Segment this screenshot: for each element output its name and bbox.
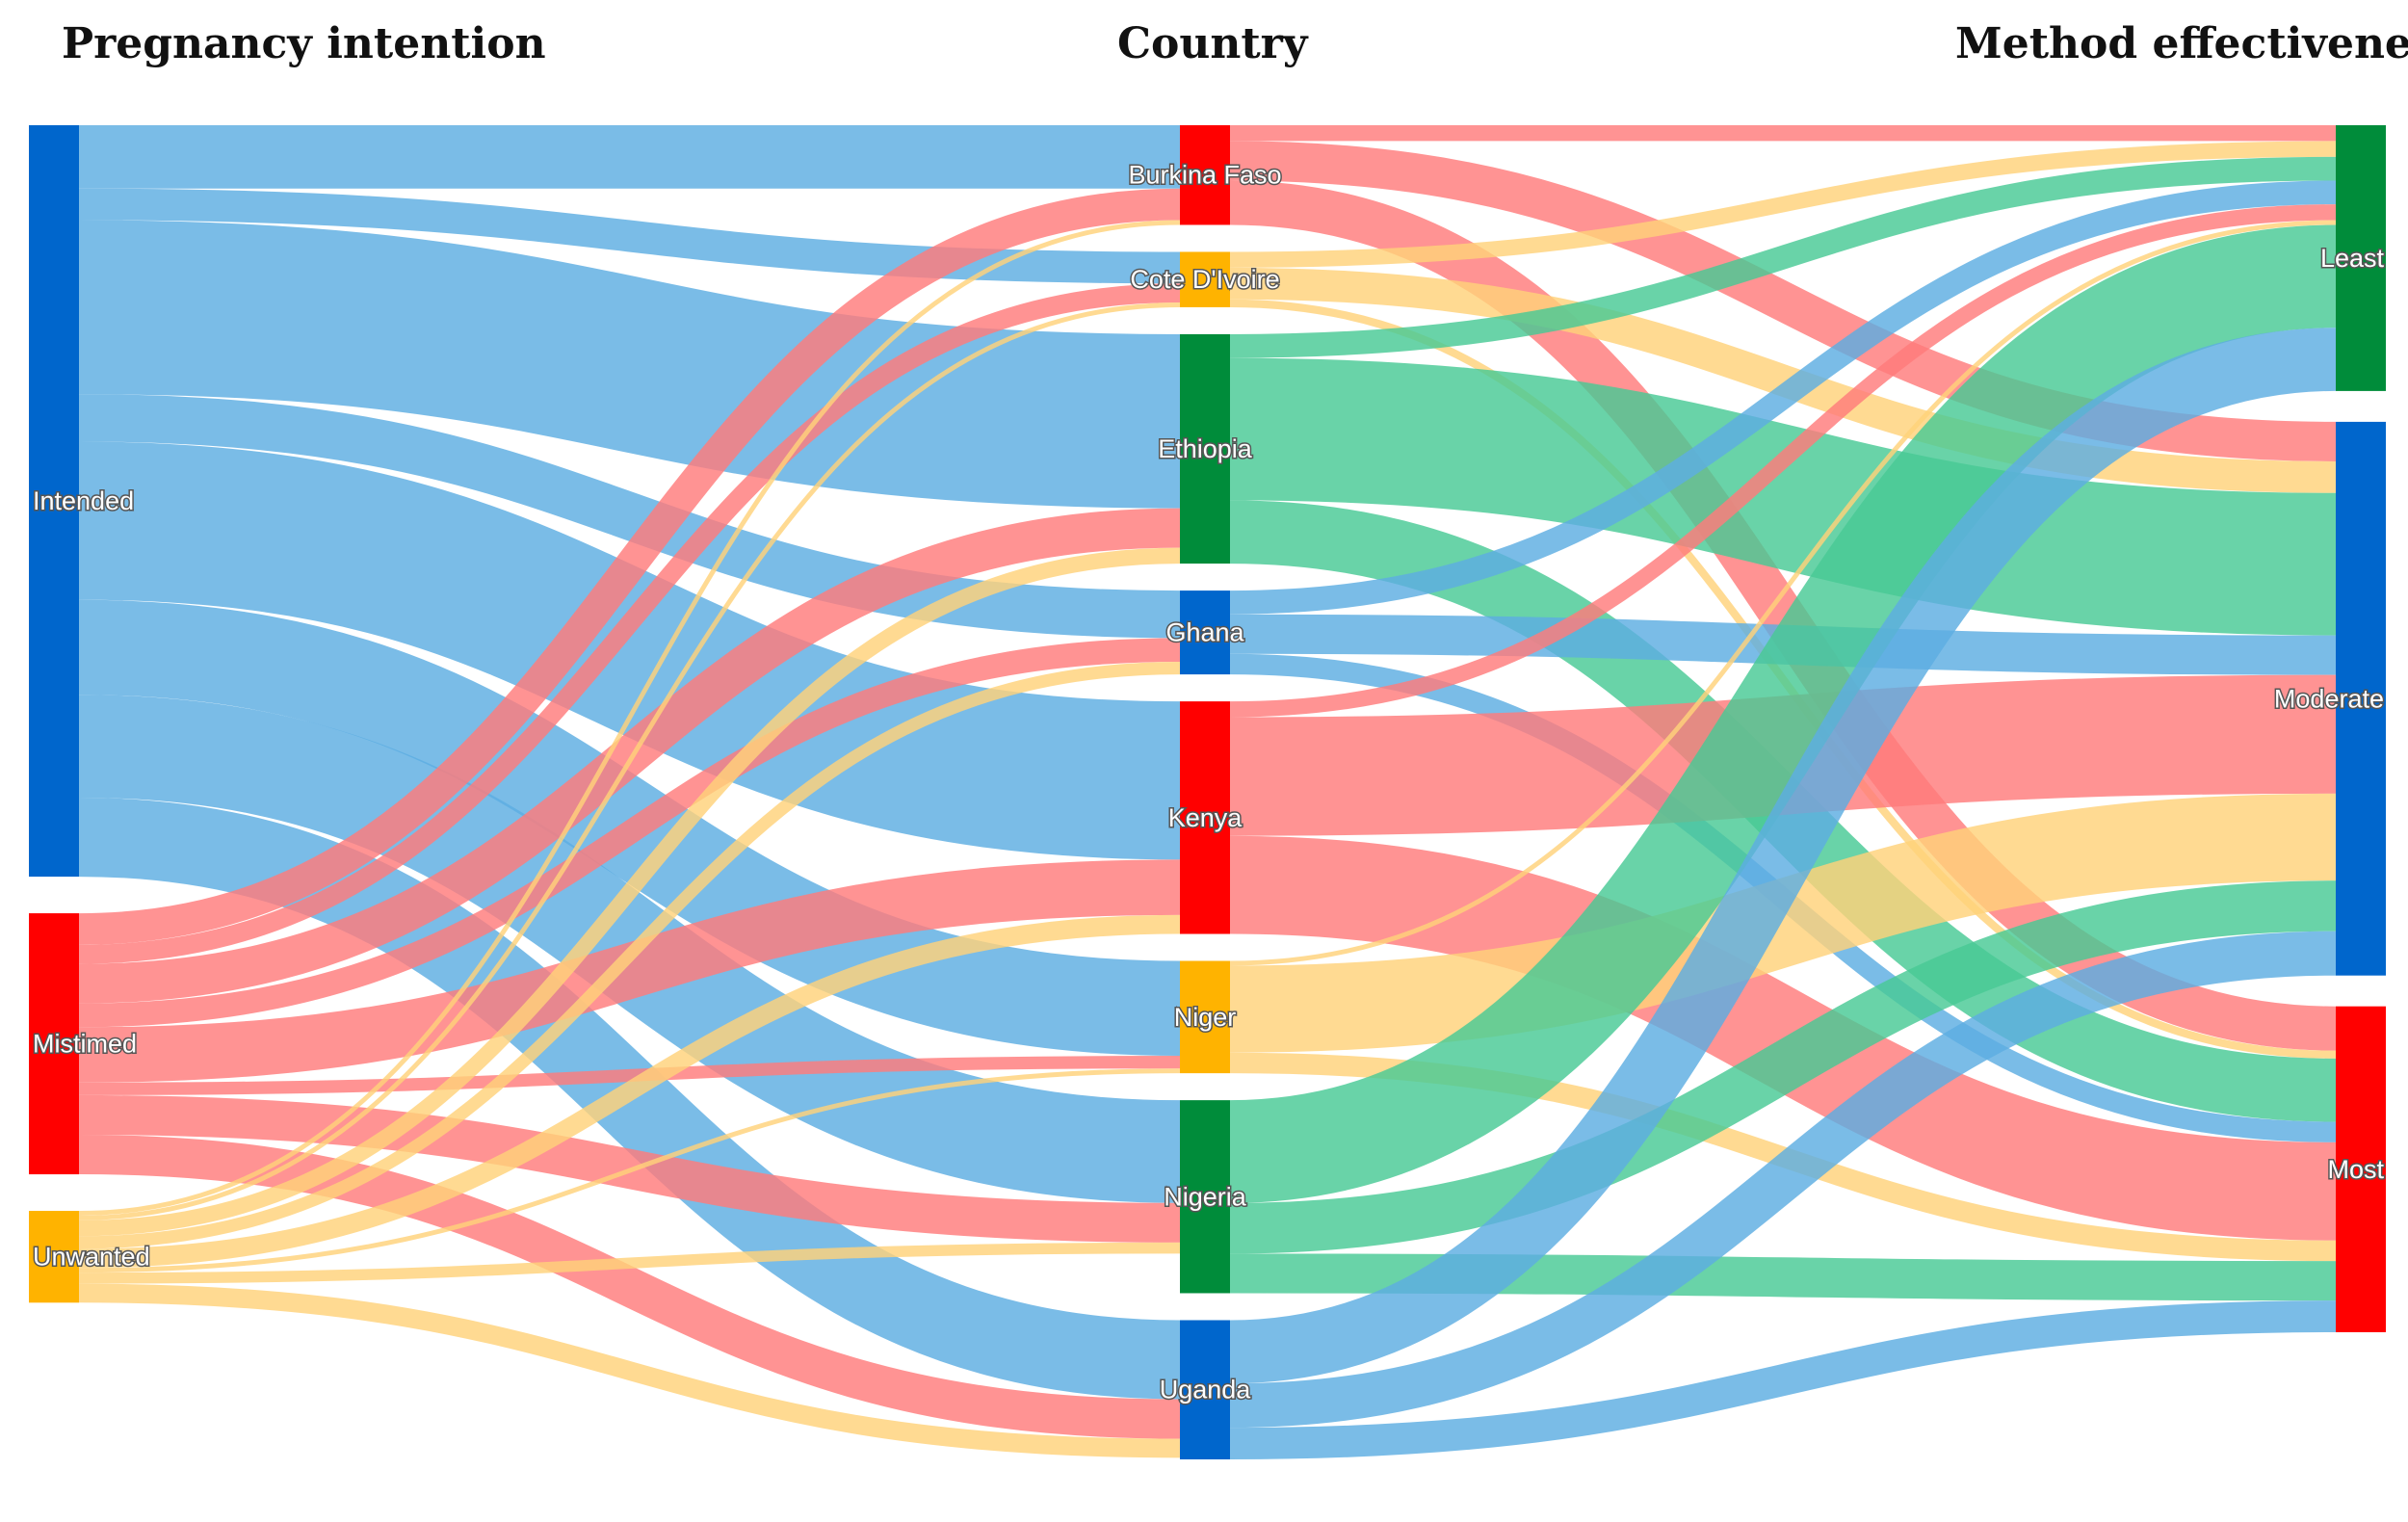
link-ghana-to-least	[1229, 180, 2337, 615]
link-kenya-to-least	[1229, 204, 2337, 718]
node-moderate	[2336, 421, 2386, 976]
node-label-most: Most	[2327, 1155, 2384, 1184]
link-mistimed-to-niger	[78, 1056, 1181, 1095]
link-cote-d-ivoire-to-least	[1229, 141, 2337, 268]
node-label-moderate: Moderate	[2274, 684, 2384, 713]
sankey-nodes	[29, 125, 2386, 1459]
link-mistimed-to-uganda	[78, 1134, 1181, 1439]
node-burkina-faso	[1180, 125, 1230, 225]
link-unwanted-to-uganda	[78, 1283, 1181, 1458]
link-unwanted-to-burkina-faso	[78, 220, 1181, 1216]
link-unwanted-to-niger	[78, 1068, 1181, 1273]
link-uganda-to-moderate	[1229, 931, 2337, 1429]
link-uganda-to-least	[1229, 328, 2337, 1384]
node-label-mistimed: Mistimed	[33, 1030, 137, 1059]
node-unwanted	[29, 1211, 79, 1303]
node-ethiopia	[1180, 333, 1230, 564]
header-country: Country	[1117, 19, 1308, 68]
node-label-unwanted: Unwanted	[33, 1243, 150, 1272]
link-ethiopia-to-moderate	[1229, 357, 2337, 636]
header-pregnancy-intention: Pregnancy intention	[62, 19, 546, 68]
node-label-ethiopia: Ethiopia	[1158, 434, 1253, 463]
node-label-cote-d-ivoire: Cote D'Ivoire	[1130, 265, 1279, 294]
node-label-ghana: Ghana	[1165, 618, 1244, 647]
link-nigeria-to-least	[1229, 224, 2337, 1203]
link-unwanted-to-cote-d-ivoire	[78, 302, 1181, 1220]
link-mistimed-to-burkina-faso	[78, 188, 1181, 945]
node-label-nigeria: Nigeria	[1164, 1182, 1247, 1211]
node-nigeria	[1180, 1100, 1230, 1294]
link-unwanted-to-ghana	[78, 661, 1181, 1249]
link-intended-to-ethiopia	[78, 220, 1181, 509]
link-mistimed-to-ethiopia	[78, 508, 1181, 1004]
link-unwanted-to-kenya	[78, 914, 1181, 1269]
link-mistimed-to-cote-d-ivoire	[78, 283, 1181, 964]
sankey-links	[78, 124, 2337, 1460]
link-uganda-to-most	[1229, 1300, 2337, 1460]
link-mistimed-to-ghana	[78, 638, 1181, 1028]
node-label-uganda: Uganda	[1160, 1376, 1252, 1404]
node-label-kenya: Kenya	[1168, 803, 1243, 832]
link-intended-to-kenya	[78, 441, 1181, 860]
node-label-intended: Intended	[33, 486, 134, 515]
header-method-effectiveness: Method effectiveness	[1955, 19, 2408, 68]
node-most	[2336, 1006, 2386, 1332]
link-nigeria-to-moderate	[1229, 880, 2337, 1254]
node-uganda	[1180, 1320, 1230, 1459]
link-cote-d-ivoire-to-moderate	[1229, 267, 2337, 493]
node-least	[2336, 125, 2386, 391]
link-ethiopia-to-least	[1229, 156, 2337, 358]
link-unwanted-to-nigeria	[78, 1242, 1181, 1284]
link-niger-to-least	[1229, 220, 2337, 966]
node-label-least: Least	[2320, 244, 2385, 273]
node-label-niger: Niger	[1174, 1003, 1237, 1032]
link-niger-to-moderate	[1229, 793, 2337, 1053]
node-niger	[1180, 960, 1230, 1074]
sankey-labels: Intended Mistimed Unwanted Burkina Faso Cote…	[32, 159, 2386, 1405]
link-unwanted-to-ethiopia	[78, 547, 1181, 1237]
node-kenya	[1180, 701, 1230, 934]
node-intended	[29, 125, 79, 878]
node-label-burkina-faso: Burkina Faso	[1128, 161, 1281, 190]
node-ghana	[1180, 590, 1230, 675]
link-nigeria-to-most	[1229, 1253, 2337, 1301]
node-mistimed	[29, 913, 79, 1175]
link-mistimed-to-kenya	[78, 859, 1181, 1083]
node-cote-d-ivoire	[1180, 251, 1230, 307]
